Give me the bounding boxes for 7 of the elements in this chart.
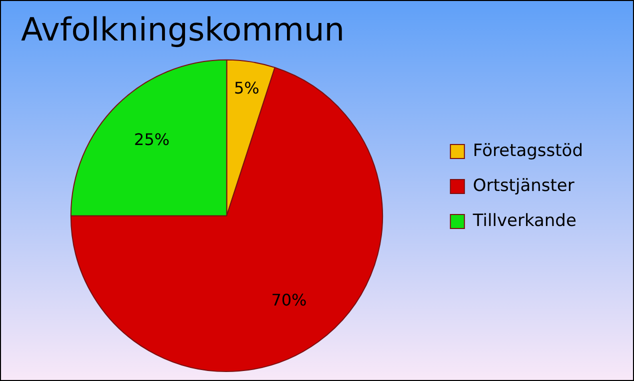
data-label: 5%: [234, 78, 260, 98]
data-label: 25%: [134, 130, 170, 149]
data-label: 70%: [271, 290, 307, 310]
legend-label: Tillverkande: [472, 210, 576, 231]
chart-title: Avfolkningskommun: [21, 10, 345, 49]
legend-label: Ortstjänster: [472, 176, 574, 196]
legend-label: Företagsstöd: [472, 140, 583, 161]
